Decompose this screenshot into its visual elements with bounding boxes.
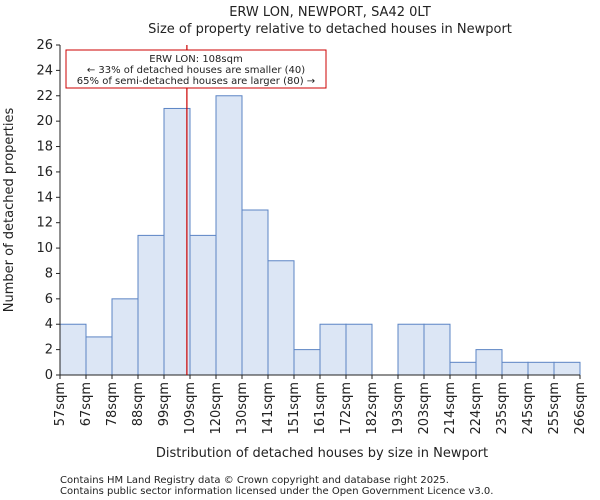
y-tick-label: 16 bbox=[36, 165, 53, 180]
bar-245sqm bbox=[527, 361, 555, 376]
bar-255sqm bbox=[553, 361, 581, 376]
y-axis-label: Number of detached properties bbox=[2, 108, 17, 313]
bar-235sqm bbox=[501, 361, 529, 376]
bar-78sqm bbox=[111, 298, 139, 376]
annotation-box bbox=[65, 49, 327, 89]
x-tick-label: 203sqm bbox=[417, 382, 432, 435]
y-tick-label: 8 bbox=[45, 266, 53, 281]
x-tick-label: 214sqm bbox=[443, 382, 458, 435]
bar-172sqm bbox=[345, 323, 373, 376]
x-tick-label: 266sqm bbox=[573, 382, 588, 435]
chart-subtitle: Size of property relative to detached ho… bbox=[148, 22, 512, 37]
x-tick-label: 99sqm bbox=[157, 382, 172, 426]
y-tick-label: 14 bbox=[36, 190, 53, 205]
x-tick-label: 161sqm bbox=[313, 382, 328, 435]
bar-99sqm bbox=[163, 107, 191, 376]
x-tick-label: 120sqm bbox=[209, 382, 224, 435]
bar-130sqm bbox=[241, 209, 269, 376]
x-tick-label: 235sqm bbox=[495, 382, 510, 435]
bar-120sqm bbox=[215, 95, 243, 376]
annotation-line-1: ERW LON: 108sqm bbox=[149, 54, 242, 65]
x-tick-label: 141sqm bbox=[261, 382, 276, 435]
bar-161sqm bbox=[319, 323, 347, 376]
x-tick-label: 224sqm bbox=[469, 382, 484, 435]
y-tick-label: 0 bbox=[45, 368, 53, 383]
x-tick-label: 78sqm bbox=[105, 382, 120, 426]
x-tick-label: 88sqm bbox=[131, 382, 146, 426]
y-tick-label: 18 bbox=[36, 140, 53, 155]
bar-203sqm bbox=[423, 323, 451, 376]
x-tick-label: 255sqm bbox=[547, 382, 562, 435]
x-tick-label: 182sqm bbox=[365, 382, 380, 435]
y-tick-label: 26 bbox=[36, 38, 53, 53]
x-tick-label: 67sqm bbox=[79, 382, 94, 426]
x-tick-label: 109sqm bbox=[183, 382, 198, 435]
bar-141sqm bbox=[267, 260, 295, 376]
footer-line-1: Contains HM Land Registry data © Crown c… bbox=[60, 475, 449, 486]
y-tick-label: 12 bbox=[36, 216, 53, 231]
y-tick-label: 20 bbox=[36, 114, 53, 129]
y-tick-label: 10 bbox=[36, 241, 53, 256]
annotation-line-2: ← 33% of detached houses are smaller (40… bbox=[87, 65, 305, 76]
bar-57sqm bbox=[59, 323, 87, 376]
y-tick-label: 2 bbox=[45, 343, 53, 358]
x-tick-label: 130sqm bbox=[235, 382, 250, 435]
y-tick-label: 22 bbox=[36, 89, 53, 104]
bar-151sqm bbox=[293, 349, 321, 376]
bar-214sqm bbox=[449, 361, 477, 376]
x-tick-label: 57sqm bbox=[53, 382, 68, 426]
chart-title: ERW LON, NEWPORT, SA42 0LT bbox=[229, 5, 431, 20]
y-tick-label: 24 bbox=[36, 63, 53, 78]
bar-109sqm bbox=[189, 234, 217, 376]
annotation: ERW LON: 108sqm← 33% of detached houses … bbox=[65, 45, 327, 375]
bar-67sqm bbox=[85, 336, 113, 376]
footer-line-2: Contains public sector information licen… bbox=[60, 486, 493, 497]
bar-88sqm bbox=[137, 234, 165, 376]
y-tick-label: 4 bbox=[45, 317, 53, 332]
x-tick-label: 172sqm bbox=[339, 382, 354, 435]
bar-193sqm bbox=[397, 323, 425, 376]
annotation-line-3: 65% of semi-detached houses are larger (… bbox=[77, 76, 315, 87]
x-tick-label: 245sqm bbox=[521, 382, 536, 435]
x-tick-label: 193sqm bbox=[391, 382, 406, 435]
bar-224sqm bbox=[475, 349, 503, 376]
y-tick-label: 6 bbox=[45, 292, 53, 307]
x-axis-label: Distribution of detached houses by size … bbox=[156, 446, 488, 461]
x-tick-label: 151sqm bbox=[287, 382, 302, 435]
